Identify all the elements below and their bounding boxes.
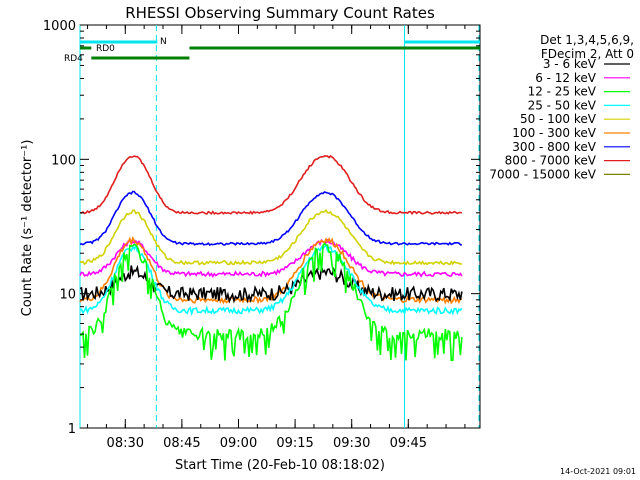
legend-label: 100 - 300 keV: [512, 126, 596, 140]
y-axis-ticks: 1 10 100 1000: [43, 19, 480, 437]
flag-label-rd0: RD0: [96, 44, 115, 54]
x-axis-ticks: 08:30 08:45 09:00 09:15 09:30 09:45: [87, 25, 466, 451]
x-axis-label: Start Time (20-Feb-10 08:18:02): [175, 458, 385, 473]
legend-header-line: Det 1,3,4,5,6,9,: [540, 33, 634, 47]
legend-label: 300 - 800 keV: [512, 140, 596, 154]
flag-label-n: N: [160, 37, 167, 47]
legend: Det 1,3,4,5,6,9,FDecim 2, Att 03 - 6 keV…: [489, 33, 634, 181]
legend-header-line: FDecim 2, Att 0: [541, 47, 634, 61]
plot-area: N RD0 RD4: [64, 24, 481, 429]
series-line: [79, 264, 463, 304]
x-tick-label: 09:30: [333, 436, 370, 451]
legend-label: 3 - 6 keV: [543, 57, 597, 71]
plot-frame: [79, 24, 481, 429]
series-line: [79, 243, 463, 317]
y-tick-label: 1000: [43, 19, 76, 34]
legend-label: 50 - 100 keV: [520, 112, 597, 126]
y-tick-label: 10: [59, 288, 76, 303]
series-line: [79, 154, 463, 216]
chart-title: RHESSI Observing Summary Count Rates: [125, 4, 435, 22]
footer-timestamp: 14-Oct-2021 09:01: [560, 467, 636, 476]
series-line: [79, 242, 463, 362]
flag-label-rd4: RD4: [64, 54, 83, 64]
x-tick-label: 09:00: [220, 436, 257, 451]
y-tick-label: 1: [68, 422, 76, 437]
legend-label: 12 - 25 keV: [528, 85, 597, 99]
x-tick-label: 08:45: [163, 436, 200, 451]
series-line: [79, 190, 462, 247]
x-tick-label: 09:45: [390, 436, 427, 451]
legend-label: 7000 - 15000 keV: [489, 167, 596, 181]
x-tick-label: 09:15: [276, 436, 313, 451]
legend-label: 800 - 7000 keV: [505, 154, 597, 168]
series-line: [79, 208, 463, 266]
y-axis-label: Count Rate (s⁻¹ detector⁻¹): [20, 140, 35, 317]
y-tick-label: 100: [51, 153, 76, 168]
x-tick-label: 08:30: [107, 436, 144, 451]
legend-label: 6 - 12 keV: [535, 71, 597, 85]
legend-label: 25 - 50 keV: [528, 98, 597, 112]
